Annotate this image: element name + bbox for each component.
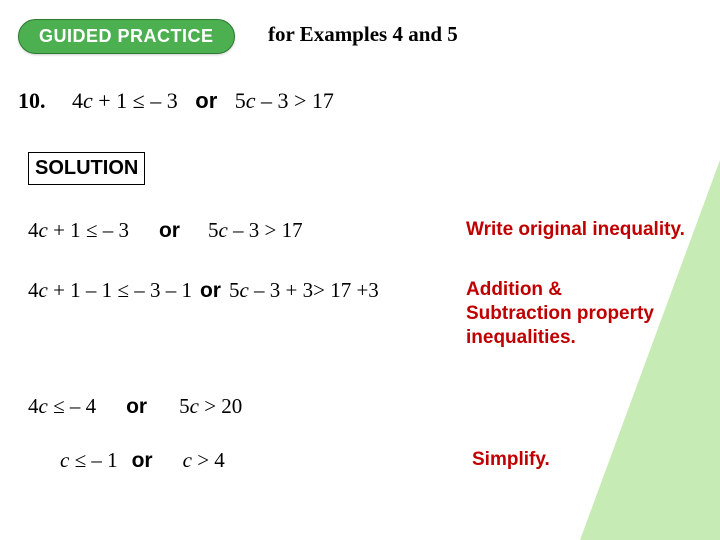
guided-practice-badge: GUIDED PRACTICE [18, 18, 235, 54]
step-2: 4c + 1 – 1 ≤ – 3 – 1 or 5c – 3 + 3> 17 +… [28, 278, 379, 303]
problem-left: 4c + 1 ≤ – 3 [72, 88, 178, 113]
annotation-3: Simplify. [472, 448, 550, 472]
step-3: 4c ≤ – 4 or 5c > 20 [28, 394, 242, 419]
step1-left: 4c + 1 ≤ – 3 [28, 218, 129, 243]
problem-right: 5c – 3 > 17 [235, 88, 334, 113]
step1-right: 5c – 3 > 17 [208, 218, 303, 243]
step-4: c ≤ – 1 or c > 4 [60, 448, 225, 473]
annotation-2: Addition &Subtraction propertyinequaliti… [466, 278, 676, 349]
solution-label: SOLUTION [28, 152, 145, 185]
step-1: 4c + 1 ≤ – 3 or 5c – 3 > 17 [28, 218, 303, 243]
step1-or: or [159, 219, 180, 243]
step4-left: c ≤ – 1 [60, 448, 118, 473]
problem-number: 10. [18, 88, 46, 114]
step2-or: or [200, 279, 221, 303]
subtitle: for Examples 4 and 5 [268, 22, 458, 47]
step2-left: 4c + 1 – 1 ≤ – 3 – 1 [28, 278, 192, 303]
annotation-1: Write original inequality. [466, 218, 685, 242]
step2-right: 5c – 3 + 3> 17 +3 [229, 278, 379, 303]
step3-left: 4c ≤ – 4 [28, 394, 96, 419]
problem-statement: 4c + 1 ≤ – 3 or 5c – 3 > 17 [72, 88, 334, 114]
step3-or: or [126, 395, 147, 419]
decorative-triangle [580, 160, 720, 540]
step4-or: or [132, 449, 153, 473]
step3-right: 5c > 20 [179, 394, 242, 419]
step4-right: c > 4 [183, 448, 225, 473]
problem-or: or [195, 88, 217, 113]
badge-label: GUIDED PRACTICE [18, 19, 235, 54]
